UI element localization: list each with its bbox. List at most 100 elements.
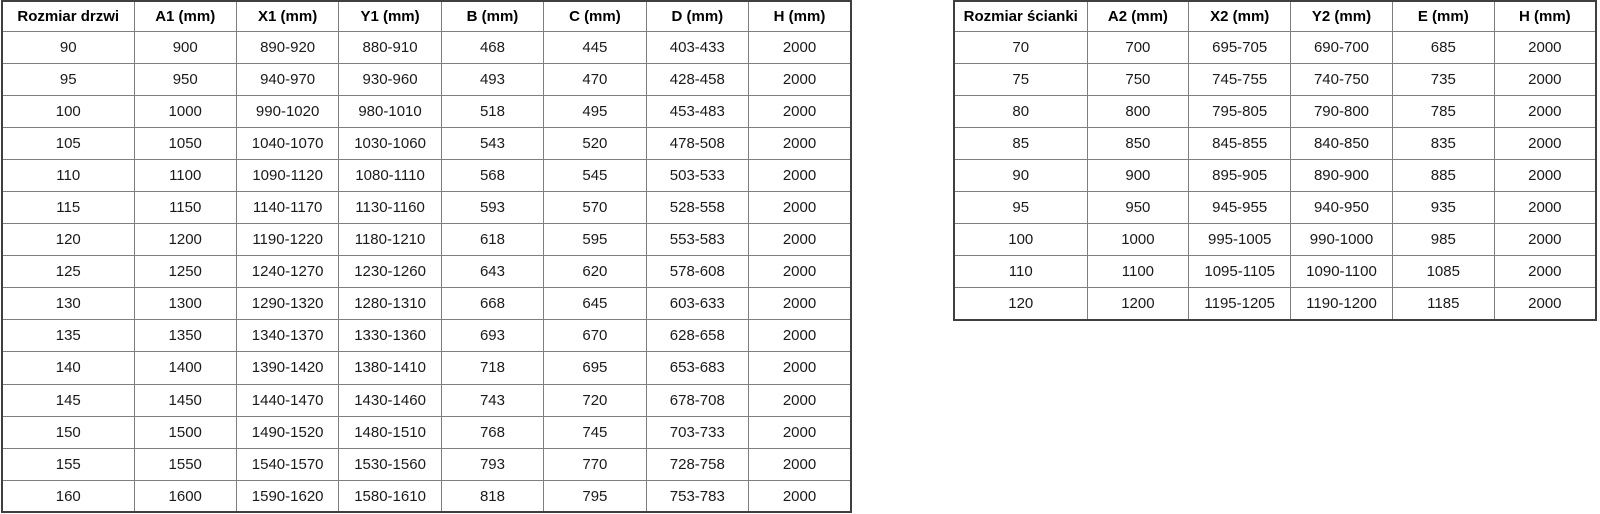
table-cell: 1130-1160 (338, 190, 442, 225)
table-cell: 543 (440, 126, 545, 160)
table-cell: 2000 (1493, 126, 1597, 160)
table-cell: 1000 (133, 94, 237, 128)
column-header: A2 (mm) (1086, 0, 1190, 32)
table-cell: 115 (1, 190, 135, 225)
table-cell: 570 (543, 190, 647, 225)
table-cell: 120 (1, 223, 135, 257)
table-cell: 950 (133, 62, 237, 96)
table-cell: 795 (543, 479, 647, 513)
table-cell: 743 (440, 383, 545, 417)
table-cell: 150 (1, 415, 135, 449)
table-cell: 518 (440, 94, 545, 128)
table-cell: 2000 (748, 255, 852, 289)
table-cell: 930-960 (338, 62, 442, 96)
table-cell: 1080-1110 (338, 158, 442, 192)
table-cell: 503-533 (645, 158, 750, 192)
table-cell: 403-433 (645, 30, 750, 64)
table-cell: 95 (1, 62, 135, 96)
table-cell: 2000 (1493, 190, 1597, 225)
table-cell: 685 (1391, 30, 1495, 64)
table-cell: 1450 (133, 383, 237, 417)
table-cell: 945-955 (1188, 190, 1292, 225)
table-cell: 1030-1060 (338, 126, 442, 160)
table-cell: 720 (543, 383, 647, 417)
table-cell: 578-608 (645, 255, 750, 289)
table-cell: 2000 (748, 383, 852, 417)
table-cell: 1195-1205 (1188, 287, 1292, 321)
table-cell: 795-805 (1188, 94, 1292, 128)
table-cell: 2000 (748, 62, 852, 96)
wall-size-table: Rozmiar ścianki A2 (mm) X2 (mm) Y2 (mm) E (m… (953, 0, 1597, 321)
column-header: X2 (mm) (1188, 0, 1292, 32)
door-size-table: Rozmiar drzwi A1 (mm) X1 (mm) Y1 (mm) B (mm)… (1, 0, 852, 514)
table-cell: 2000 (748, 415, 852, 449)
column-header: B (mm) (440, 0, 545, 32)
table-cell: 160 (1, 479, 135, 513)
table-row: 120 1200 1190-1220 1180-1210 618 595 553-583 20… (1, 223, 852, 257)
table-cell: 2000 (748, 158, 852, 192)
table-cell: 2000 (748, 287, 852, 321)
table-cell: 890-920 (235, 30, 340, 64)
table-cell: 745 (543, 415, 647, 449)
table-cell: 100 (1, 94, 135, 128)
table-cell: 718 (440, 351, 545, 385)
table-row: 145 1450 1440-1470 1430-1460 743 720 678-708 20… (1, 383, 852, 417)
table-cell: 1530-1560 (338, 447, 442, 481)
column-header: C (mm) (543, 0, 647, 32)
table-cell: 670 (543, 319, 647, 353)
table-cell: 1100 (133, 158, 237, 192)
table-cell: 2000 (748, 223, 852, 257)
table-cell: 990-1020 (235, 94, 340, 128)
table-cell: 1200 (133, 223, 237, 257)
table-cell: 2000 (748, 30, 852, 64)
table-cell: 1400 (133, 351, 237, 385)
table-cell: 643 (440, 255, 545, 289)
table-row: 75 750 745-755 740-750 735 2000 (953, 62, 1597, 96)
table-cell: 1280-1310 (338, 287, 442, 321)
table-cell: 468 (440, 30, 545, 64)
table-cell: 1250 (133, 255, 237, 289)
table-cell: 695-705 (1188, 30, 1292, 64)
table-cell: 80 (953, 94, 1088, 128)
table-cell: 1350 (133, 319, 237, 353)
table-cell: 1095-1105 (1188, 255, 1292, 289)
table-cell: 850 (1086, 126, 1190, 160)
table-cell: 95 (953, 190, 1088, 225)
table-cell: 2000 (1493, 223, 1597, 257)
column-header: Rozmiar ścianki (953, 0, 1088, 32)
table-cell: 770 (543, 447, 647, 481)
table-cell: 2000 (748, 351, 852, 385)
table-cell: 1550 (133, 447, 237, 481)
table-row: 70 700 695-705 690-700 685 2000 (953, 30, 1597, 64)
table-cell: 1090-1100 (1290, 255, 1393, 289)
table-cell: 668 (440, 287, 545, 321)
table-cell: 2000 (748, 479, 852, 513)
table-cell: 2000 (748, 94, 852, 128)
table-cell: 125 (1, 255, 135, 289)
table-row: 80 800 795-805 790-800 785 2000 (953, 94, 1597, 128)
table-cell: 620 (543, 255, 647, 289)
table-cell: 753-783 (645, 479, 750, 513)
table-cell: 1050 (133, 126, 237, 160)
table-row: 85 850 845-855 840-850 835 2000 (953, 126, 1597, 160)
table-row: 160 1600 1590-1620 1580-1610 818 795 753-783 20… (1, 479, 852, 513)
table-cell: 545 (543, 158, 647, 192)
table-cell: 645 (543, 287, 647, 321)
table-cell: 695 (543, 351, 647, 385)
table-cell: 145 (1, 383, 135, 417)
table-cell: 740-750 (1290, 62, 1393, 96)
table-cell: 135 (1, 319, 135, 353)
table-cell: 900 (1086, 158, 1190, 192)
table-cell: 2000 (1493, 255, 1597, 289)
table-cell: 885 (1391, 158, 1495, 192)
table-cell: 1180-1210 (338, 223, 442, 257)
table-cell: 1190-1220 (235, 223, 340, 257)
table-row: 135 1350 1340-1370 1330-1360 693 670 628-658 20… (1, 319, 852, 353)
table-cell: 110 (953, 255, 1088, 289)
table-row: 125 1250 1240-1270 1230-1260 643 620 578-608 20… (1, 255, 852, 289)
table-cell: 453-483 (645, 94, 750, 128)
table-cell: 1100 (1086, 255, 1190, 289)
table-cell: 155 (1, 447, 135, 481)
column-header: Rozmiar drzwi (1, 0, 135, 32)
